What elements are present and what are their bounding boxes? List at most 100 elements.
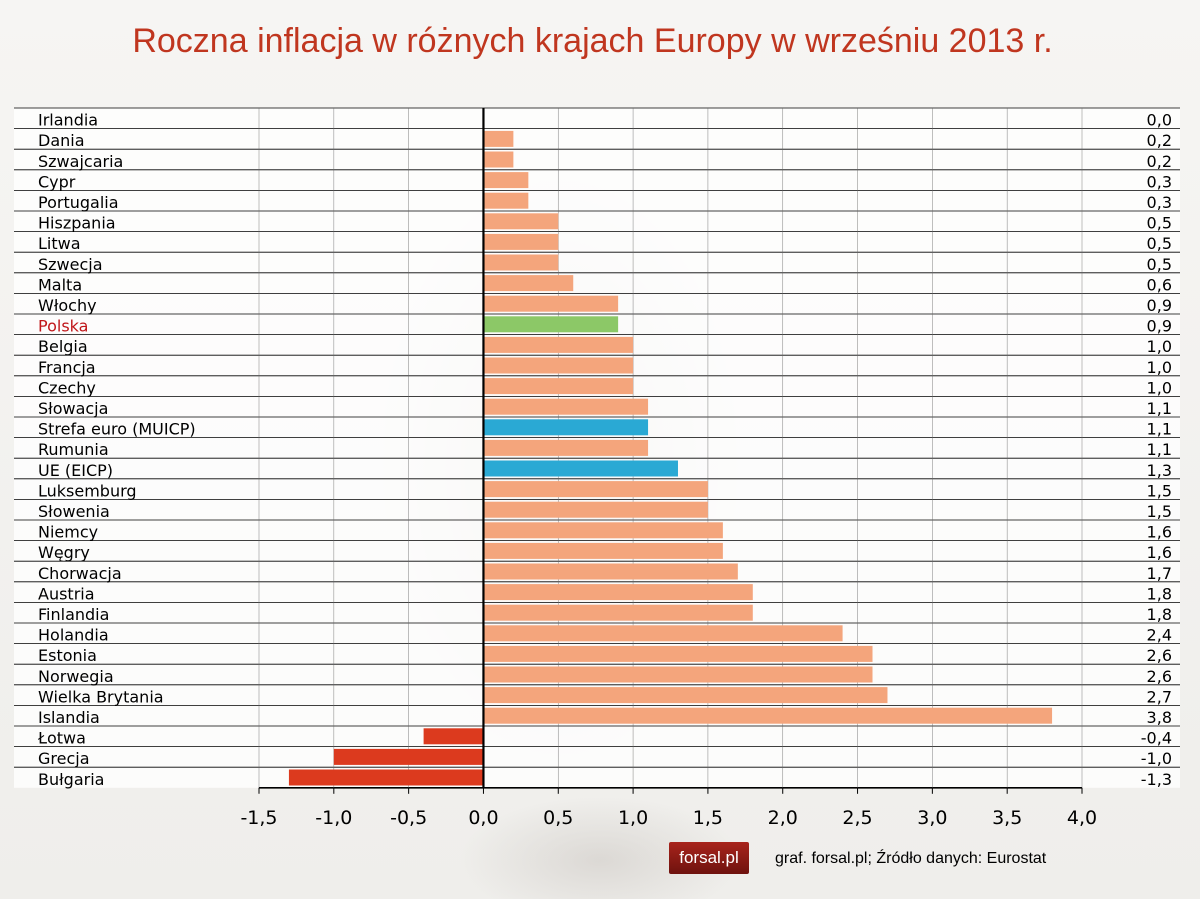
value-label: 1,5: [1147, 481, 1172, 500]
bar-ue-eicp-: [483, 460, 678, 477]
bar-malta: [483, 275, 574, 292]
value-label: 3,8: [1147, 708, 1172, 727]
category-label: Chorwacja: [38, 564, 122, 583]
value-label: 0,9: [1147, 317, 1172, 336]
value-label: -0,4: [1141, 729, 1172, 748]
value-label: 1,1: [1147, 399, 1172, 418]
bar-austria: [483, 584, 753, 601]
value-label: 0,3: [1147, 172, 1172, 191]
bar-holandia: [483, 625, 843, 642]
bar-francja: [483, 357, 634, 374]
x-tick-label: -1,0: [315, 807, 352, 829]
category-label: Holandia: [38, 626, 109, 645]
category-label: Rumunia: [38, 440, 109, 459]
bar-hiszpania: [483, 213, 559, 230]
value-label: 0,5: [1147, 234, 1172, 253]
x-tick-label: -0,5: [390, 807, 427, 829]
bar-szwajcaria: [483, 151, 514, 168]
bar-polska: [483, 316, 619, 333]
category-label: Cypr: [38, 172, 76, 191]
x-tick-label: 1,5: [693, 807, 723, 829]
bar-bu-garia: [288, 769, 484, 786]
category-label: Szwecja: [38, 255, 103, 274]
bar-w-gry: [483, 542, 723, 559]
category-label: Irlandia: [38, 111, 98, 130]
bar-niemcy: [483, 522, 723, 539]
x-tick-label: 0,0: [468, 807, 498, 829]
chart-title: Roczna inflacja w różnych krajach Europy…: [132, 22, 1053, 60]
bar-estonia: [483, 645, 873, 662]
category-label: Czechy: [38, 378, 96, 397]
category-label: Wielka Brytania: [38, 687, 164, 706]
category-label: Włochy: [38, 296, 97, 315]
value-label: 0,5: [1147, 214, 1172, 233]
value-label: 0,3: [1147, 193, 1172, 212]
category-label: Finlandia: [38, 605, 109, 624]
value-label: 2,6: [1147, 646, 1172, 665]
value-label: 0,6: [1147, 275, 1172, 294]
category-label: Dania: [38, 131, 85, 150]
bar-islandia: [483, 707, 1053, 724]
value-label: 1,0: [1147, 378, 1172, 397]
category-label: Szwajcaria: [38, 152, 123, 171]
category-label: Belgia: [38, 337, 88, 356]
x-tick-label: 4,0: [1067, 807, 1097, 829]
category-label: Słowacja: [38, 399, 108, 418]
value-label: -1,3: [1141, 770, 1172, 789]
category-label: Hiszpania: [38, 214, 116, 233]
value-label: 2,4: [1147, 626, 1172, 645]
x-tick-label: 2,0: [768, 807, 798, 829]
bar-cypr: [483, 172, 529, 189]
category-label: Austria: [38, 584, 95, 603]
value-label: 1,6: [1147, 523, 1172, 542]
x-tick-label: 3,0: [917, 807, 947, 829]
value-label: 1,7: [1147, 564, 1172, 583]
bar-portugalia: [483, 192, 529, 209]
category-label: Litwa: [38, 234, 81, 253]
category-label: Malta: [38, 275, 82, 294]
value-label: 0,2: [1147, 152, 1172, 171]
value-label: 1,1: [1147, 420, 1172, 439]
value-label: 1,0: [1147, 337, 1172, 356]
category-label: UE (EICP): [38, 461, 113, 480]
bar-rumunia: [483, 439, 649, 456]
category-label: Polska: [38, 317, 88, 336]
value-label: 0,2: [1147, 131, 1172, 150]
bar-luksemburg: [483, 481, 708, 498]
bar-s-owenia: [483, 501, 708, 518]
bar--otwa: [423, 728, 484, 745]
category-label: Portugalia: [38, 193, 119, 212]
value-label: 1,3: [1147, 461, 1172, 480]
category-label: Grecja: [38, 749, 90, 768]
bar-grecja: [333, 748, 484, 765]
category-label: Węgry: [38, 543, 90, 562]
bar-norwegia: [483, 666, 873, 683]
category-label: Niemcy: [38, 523, 98, 542]
category-label: Łotwa: [37, 729, 86, 748]
category-label: Bułgaria: [38, 770, 104, 789]
value-label: 1,6: [1147, 543, 1172, 562]
value-label: 1,8: [1147, 605, 1172, 624]
category-label: Francja: [38, 358, 96, 377]
bar-wielka-brytania: [483, 687, 888, 704]
bar-czechy: [483, 378, 634, 395]
bar-dania: [483, 130, 514, 147]
value-label: 0,0: [1147, 111, 1172, 130]
x-tick-label: 0,5: [543, 807, 573, 829]
bar-strefa-euro-muicp-: [483, 419, 649, 436]
value-label: -1,0: [1141, 749, 1172, 768]
x-tick-label: 3,5: [992, 807, 1022, 829]
bar-finlandia: [483, 604, 753, 621]
value-label: 1,0: [1147, 358, 1172, 377]
bar-litwa: [483, 233, 559, 250]
bar-szwecja: [483, 254, 559, 271]
bar-w-ochy: [483, 295, 619, 312]
value-label: 1,5: [1147, 502, 1172, 521]
x-tick-label: 1,0: [618, 807, 648, 829]
bar-chorwacja: [483, 563, 738, 580]
category-label: Islandia: [38, 708, 100, 727]
category-label: Luksemburg: [38, 481, 137, 500]
category-label: Norwegia: [38, 667, 114, 686]
category-label: Słowenia: [38, 502, 110, 521]
